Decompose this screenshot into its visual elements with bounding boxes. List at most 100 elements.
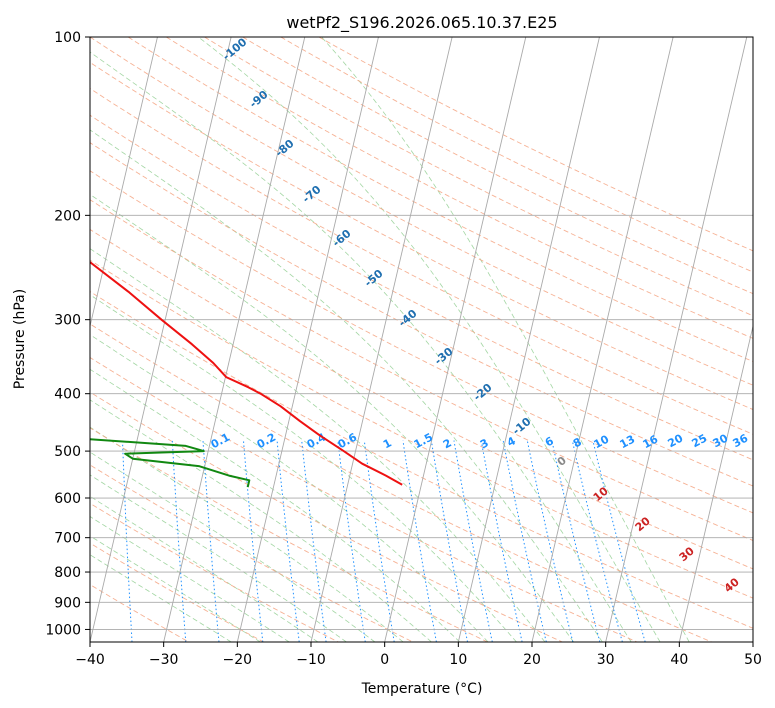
mixing-ratio-line (122, 440, 133, 642)
y-tick-label: 500 (54, 444, 81, 460)
mixing-ratio-line (301, 440, 327, 642)
dry-adiabat (90, 427, 488, 642)
mixing-ratio-line (363, 440, 395, 642)
dry-adiabat-label: -40 (396, 307, 420, 330)
x-tick-label: 10 (449, 652, 467, 668)
x-tick-label: −10 (296, 652, 326, 668)
mixing-ratio-line (337, 440, 366, 642)
moist-adiabat (90, 495, 319, 642)
mixing-ratio-line (480, 440, 523, 642)
x-ticks: −40 −30 −20 −10 0 10 20 30 40 50 (75, 642, 762, 668)
series-line-2 (90, 438, 251, 488)
moist-adiabat-label: 30 (677, 544, 697, 564)
mixing-ratio-line (202, 440, 220, 642)
series-line-1 (90, 260, 403, 486)
moist-adiabat (90, 51, 632, 642)
moist-adiabat-label: 10 (591, 484, 611, 504)
moist-adiabat (90, 399, 432, 642)
mixing-ratio-line (243, 440, 264, 642)
plot-area: -100-90-80-70-60-50-40-30-20-10010203040… (0, 37, 753, 642)
dry-adiabat (90, 291, 753, 629)
grid-lines (0, 37, 753, 642)
mixing-ratio-line (402, 440, 437, 642)
x-tick-label: −20 (223, 652, 253, 668)
dry-adiabat-label: -10 (510, 415, 534, 438)
y-tick-label: 100 (54, 30, 81, 46)
y-tick-label: 800 (54, 565, 81, 581)
x-tick-label: −30 (149, 652, 179, 668)
dry-adiabat (90, 142, 753, 487)
isotherm-line (0, 37, 10, 642)
mixing-ratio-label: 25 (690, 432, 710, 451)
isotherm-line (163, 37, 306, 642)
dry-adiabat-label: -90 (247, 88, 271, 111)
moist-adiabat (321, 37, 690, 642)
mixing-ratio-label: 1 (381, 436, 394, 451)
plot-frame (89, 36, 754, 643)
profile-series (90, 260, 403, 488)
mixing-ratio-label: 0.2 (255, 431, 278, 452)
y-ticks: 100 200 300 400 500 600 700 800 900 1000 (45, 30, 90, 638)
moist-adiabat (90, 129, 603, 642)
dry-adiabat-label: -20 (471, 381, 495, 404)
y-tick-label: 1000 (45, 622, 81, 638)
mixing-ratio-line (171, 440, 187, 642)
mixing-ratio-line (502, 440, 547, 642)
mixing-ratio-label: 1.5 (412, 431, 435, 452)
moist-adiabat (90, 248, 546, 642)
mixing-ratio-label: 13 (618, 433, 638, 452)
dry-adiabat (90, 61, 753, 410)
mixing-ratio-lines (122, 440, 646, 642)
x-tick-label: 0 (380, 652, 389, 668)
moist-adiabat-lines (90, 37, 690, 642)
mixing-ratio-line (276, 440, 300, 642)
mixing-ratio-label: 6 (543, 434, 556, 449)
dry-adiabat (90, 542, 264, 642)
dry-adiabat-label: -70 (300, 183, 324, 206)
moist-adiabat-label: 20 (633, 514, 653, 534)
moist-adiabat (90, 334, 489, 642)
mixing-ratio-line (453, 440, 493, 642)
y-tick-label: 400 (54, 387, 81, 403)
y-axis-label: Pressure (hPa) (12, 289, 28, 389)
mixing-ratio-line (571, 440, 623, 642)
dry-adiabat (90, 391, 563, 642)
dry-adiabat (318, 37, 753, 252)
isotherm-line (678, 324, 753, 642)
mixing-ratio-label: 30 (711, 431, 731, 450)
dry-adiabat (90, 323, 712, 642)
x-tick-label: 40 (670, 652, 688, 668)
y-tick-label: 200 (54, 208, 81, 224)
x-tick-label: 30 (597, 652, 615, 668)
y-tick-label: 900 (54, 595, 81, 611)
x-axis-label: Temperature (°C) (361, 681, 483, 697)
moist-adiabat (90, 426, 404, 642)
x-tick-label: 20 (523, 652, 541, 668)
isotherm-line (752, 640, 753, 642)
isotherm-line (605, 37, 748, 642)
dry-adiabat (90, 228, 753, 570)
moist-adiabat (90, 516, 290, 642)
mixing-ratio-label: 2 (441, 436, 454, 451)
y-tick-label: 300 (54, 313, 81, 329)
mixing-ratio-label: 3 (478, 436, 491, 451)
mixing-ratio-label: 36 (731, 431, 751, 450)
isotherm-line (531, 37, 674, 642)
dry-adiabat (90, 356, 638, 642)
isotherm-line (236, 37, 379, 642)
isotherm-line (90, 37, 158, 329)
dry-adiabat (90, 87, 753, 435)
dry-adiabat (204, 37, 753, 317)
y-tick-label: 600 (54, 491, 81, 507)
x-tick-label: −40 (75, 652, 105, 668)
dry-adiabat-label: -50 (362, 267, 386, 290)
mixing-ratio-line (592, 440, 646, 642)
isotherm-line (384, 37, 527, 642)
dry-adiabat (90, 199, 753, 541)
moist-adiabat (90, 554, 232, 642)
dry-adiabat (127, 37, 753, 363)
dry-adiabat (90, 170, 753, 514)
mixing-ratio-line (551, 440, 601, 642)
mixing-ratio-line (430, 440, 468, 642)
contour-labels: -100-90-80-70-60-50-40-30-20-10010203040… (209, 37, 751, 595)
